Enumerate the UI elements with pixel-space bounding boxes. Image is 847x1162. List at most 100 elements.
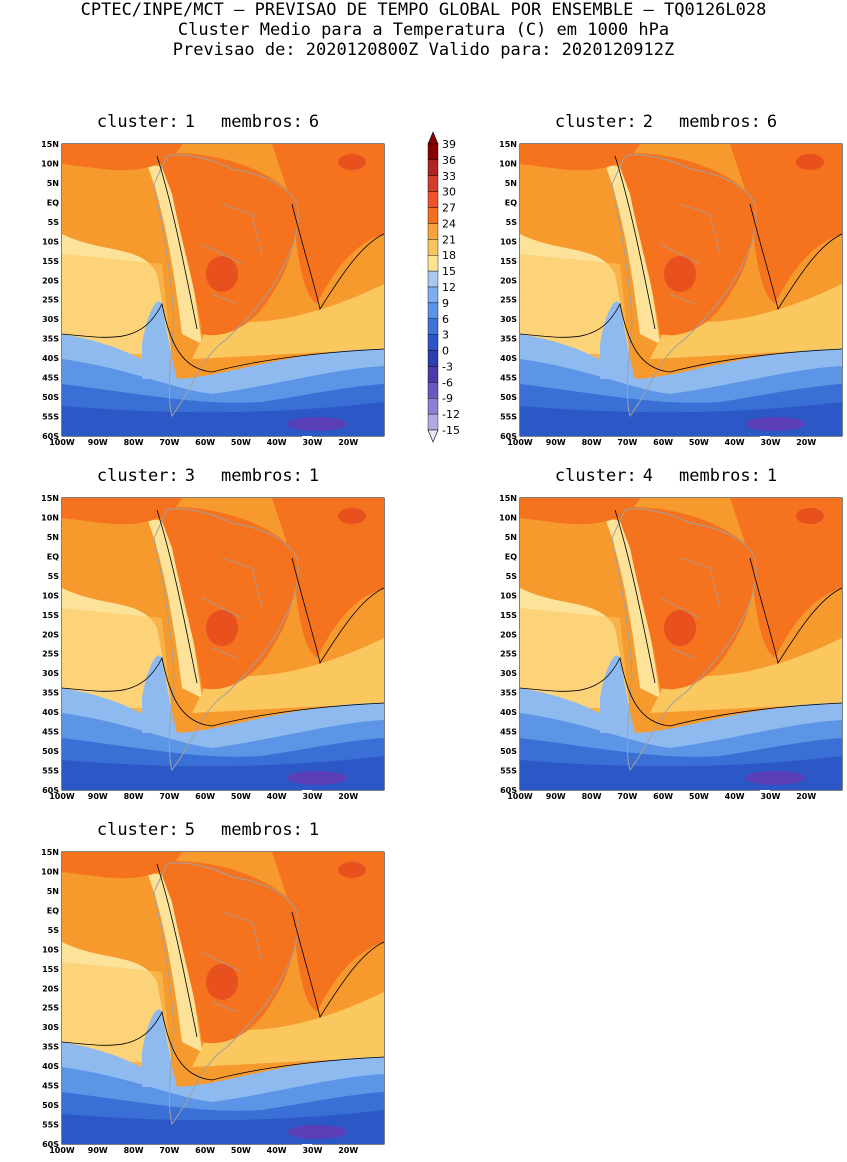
lat-tick-label: 30S bbox=[42, 1023, 59, 1032]
header-title: CPTEC/INPE/MCT – PREVISAO DE TEMPO GLOBA… bbox=[80, 0, 767, 20]
temperature-field bbox=[62, 498, 384, 790]
lon-tick-label: 90W bbox=[88, 438, 108, 447]
lon-tick-label: 70W bbox=[159, 438, 179, 447]
lat-tick-label: 40S bbox=[42, 1062, 59, 1071]
lon-tick-label: 70W bbox=[159, 1146, 179, 1155]
lon-tick-label: 60W bbox=[195, 792, 215, 801]
cluster-number: 1 bbox=[184, 112, 195, 132]
lat-tick-label: 15N bbox=[41, 494, 59, 503]
lat-tick-label: 45S bbox=[42, 374, 59, 383]
lon-tick-label: 30W bbox=[302, 792, 322, 801]
lat-tick-label: 25S bbox=[500, 650, 517, 659]
lon-tick-label: 70W bbox=[159, 792, 179, 801]
lat-tick-label: 30S bbox=[500, 669, 517, 678]
temperature-map: 15N 10N 5N EQ 5S 10S 15S 20S 25S 30S 35S 40S 45S 50S 5… bbox=[41, 140, 385, 447]
membros-number: 6 bbox=[766, 112, 778, 132]
panel-cluster-4: cluster: 4 membros: 1 15N 10N 5N EQ 5S 10S 15S 20S… bbox=[476, 466, 847, 806]
temperature-map: 15N 10N 5N EQ 5S 10S 15S 20S 25S 30S 35S 40S 45S 50S 5… bbox=[41, 494, 385, 801]
colorbar-level-label: -12 bbox=[442, 408, 460, 421]
lat-tick-label: 55S bbox=[500, 413, 517, 422]
lat-tick-label: 10N bbox=[499, 159, 517, 168]
lat-tick-label: 15S bbox=[500, 611, 517, 620]
colorbar-swatch bbox=[427, 255, 439, 272]
lat-tick-label: 20S bbox=[500, 276, 517, 285]
lat-tick-label: 5N bbox=[505, 533, 517, 542]
lat-tick-label: 5N bbox=[47, 887, 59, 896]
lat-tick-label: EQ bbox=[47, 906, 59, 915]
lat-tick-label: 10N bbox=[41, 867, 59, 876]
lat-tick-label: 60S bbox=[42, 432, 59, 441]
colorbar-swatch bbox=[427, 191, 439, 208]
lon-tick-label: 60W bbox=[195, 1146, 215, 1155]
lon-tick-label: 50W bbox=[231, 1146, 251, 1155]
lon-tick-label: 80W bbox=[582, 438, 602, 447]
lon-tick-label: 50W bbox=[231, 438, 251, 447]
lat-tick-label: 30S bbox=[42, 669, 59, 678]
temperature-field bbox=[62, 144, 384, 436]
panel-cluster-1: cluster: 1 membros: 6 15N 10N 5N EQ 5S 10S 15S 20S… bbox=[18, 112, 398, 452]
colorbar-swatch bbox=[427, 270, 439, 288]
cluster-label: cluster: bbox=[96, 112, 179, 132]
lon-tick-label: 20W bbox=[338, 792, 358, 801]
colorbar-level-label: 15 bbox=[442, 265, 456, 278]
membros-number: 1 bbox=[766, 466, 778, 486]
lat-tick-label: 10N bbox=[499, 513, 517, 522]
lon-tick-label: 60W bbox=[195, 438, 215, 447]
lat-tick-label: 25S bbox=[42, 296, 59, 305]
lon-tick-label: 40W bbox=[725, 438, 745, 447]
membros-label: membros: bbox=[679, 466, 761, 486]
colorbar-level-label: 30 bbox=[442, 186, 456, 199]
lat-tick-label: 50S bbox=[42, 747, 59, 756]
lon-tick-label: 100W bbox=[507, 792, 533, 801]
membros-label: membros: bbox=[221, 466, 303, 486]
colorbar-level-label: -9 bbox=[442, 392, 453, 405]
panel-cluster-3: cluster: 3 membros: 1 15N 10N 5N EQ 5S 10S 15S 20S… bbox=[18, 466, 398, 806]
lon-tick-label: 50W bbox=[689, 438, 709, 447]
lat-tick-label: 50S bbox=[500, 747, 517, 756]
lat-tick-label: 50S bbox=[500, 393, 517, 402]
panel-title: cluster: 5 membros: 1 bbox=[18, 820, 398, 840]
lon-tick-label: 30W bbox=[302, 438, 322, 447]
lat-tick-label: 5S bbox=[506, 572, 518, 581]
lat-tick-label: 5S bbox=[506, 218, 518, 227]
membros-label: membros: bbox=[221, 820, 303, 840]
lon-tick-label: 100W bbox=[49, 438, 75, 447]
lon-tick-label: 40W bbox=[267, 792, 287, 801]
lon-tick-label: 60W bbox=[653, 438, 673, 447]
lon-tick-label: 30W bbox=[302, 1146, 322, 1155]
colorbar-level-label: 18 bbox=[442, 249, 456, 262]
lat-tick-label: EQ bbox=[47, 552, 59, 561]
lon-tick-label: 40W bbox=[725, 792, 745, 801]
colorbar-swatch bbox=[427, 143, 439, 161]
colorbar-level-label: 27 bbox=[442, 202, 456, 215]
lat-tick-label: 30S bbox=[42, 315, 59, 324]
lon-tick-label: 90W bbox=[546, 792, 566, 801]
lat-tick-label: 55S bbox=[500, 767, 517, 776]
lat-tick-label: 35S bbox=[42, 335, 59, 344]
lat-tick-label: EQ bbox=[47, 198, 59, 207]
lat-tick-label: 5N bbox=[505, 179, 517, 188]
lat-tick-label: 40S bbox=[42, 354, 59, 363]
lat-tick-label: 60S bbox=[500, 432, 517, 441]
membros-number: 1 bbox=[308, 466, 320, 486]
colorbar-swatch bbox=[427, 223, 439, 240]
temperature-map: 15N 10N 5N EQ 5S 10S 15S 20S 25S 30S 35S 40S 45S 50S 5… bbox=[499, 494, 843, 801]
lat-tick-label: 15N bbox=[41, 140, 59, 149]
lat-tick-label: 60S bbox=[500, 786, 517, 795]
lat-tick-label: 30S bbox=[500, 315, 517, 324]
panel-title: cluster: 4 membros: 1 bbox=[476, 466, 847, 486]
membros-label: membros: bbox=[221, 112, 303, 132]
colorbar-swatch bbox=[427, 398, 439, 415]
lon-tick-label: 20W bbox=[338, 438, 358, 447]
lon-tick-label: 90W bbox=[88, 1146, 108, 1155]
lon-tick-label: 20W bbox=[796, 438, 816, 447]
lat-tick-label: 10S bbox=[500, 237, 517, 246]
lat-tick-label: 5N bbox=[47, 533, 59, 542]
lat-tick-label: 10S bbox=[500, 591, 517, 600]
lon-tick-label: 80W bbox=[582, 792, 602, 801]
lon-tick-label: 50W bbox=[689, 792, 709, 801]
lon-tick-label: 60W bbox=[653, 792, 673, 801]
lat-tick-label: 45S bbox=[42, 728, 59, 737]
lat-tick-label: 45S bbox=[42, 1082, 59, 1091]
lat-tick-label: 10S bbox=[42, 237, 59, 246]
